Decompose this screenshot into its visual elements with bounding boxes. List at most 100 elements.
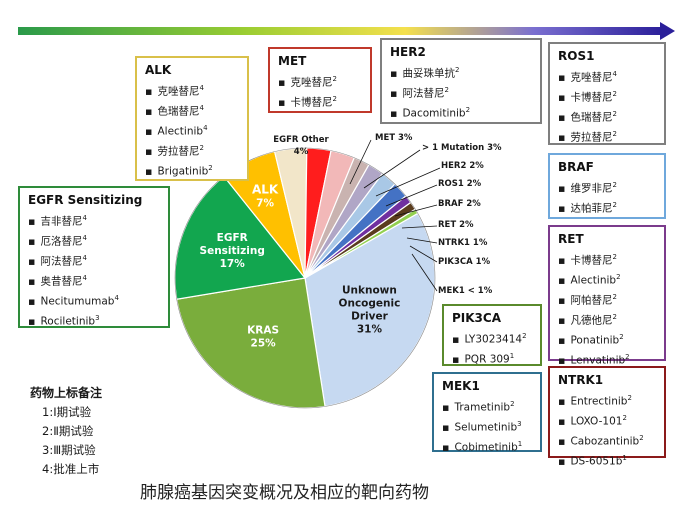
pie-label-1-mutation: > 1 Mutation 3%	[422, 143, 502, 153]
header-gradient-bar	[18, 27, 663, 35]
box-egfr: EGFR Sensitizing 吉非替尼4 厄洛替尼4 阿法替尼4 奥昔替尼4…	[18, 186, 170, 328]
box-alk-item: Brigatinib2	[145, 160, 241, 180]
box-mek1-title: MEK1	[442, 379, 480, 393]
box-egfr-item: 奥昔替尼4	[28, 270, 162, 290]
box-egfr-item: Rociletinib3	[28, 310, 162, 330]
box-mek1-item: Cobimetinib1	[442, 436, 534, 456]
pie-value-egfr-sensitizing: 17%	[220, 258, 246, 270]
box-braf-item: 达帕菲尼2	[558, 197, 658, 217]
box-pik3ca-item: PQR 3091	[452, 348, 534, 368]
box-egfr-item: 厄洛替尼4	[28, 230, 162, 250]
legend-title: 药物上标备注	[30, 386, 103, 400]
box-ret-item: 凡德他尼2	[558, 309, 658, 329]
box-ret-title: RET	[558, 232, 584, 246]
pie-label-kras: KRAS	[247, 324, 279, 336]
box-ret-item: Alectinib2	[558, 269, 658, 289]
pie-value-kras: 25%	[251, 337, 277, 349]
legend-item: 3:Ⅲ期试验	[42, 443, 96, 457]
pie-label-ros1: ROS1 2%	[438, 179, 482, 189]
box-ros1-item: 克唑替尼4	[558, 66, 658, 86]
legend-item: 2:Ⅱ期试验	[42, 424, 94, 438]
pie-label-unknown-oncogenic-driver: Unknown	[342, 284, 397, 296]
box-egfr-title: EGFR Sensitizing	[28, 193, 143, 207]
pie-label-egfr-sensitizing: Sensitizing	[200, 245, 265, 257]
box-ntrk1-title: NTRK1	[558, 373, 604, 387]
pie-label-mek1: MEK1 < 1%	[438, 286, 493, 296]
box-ros1-title: ROS1	[558, 49, 595, 63]
box-alk-item: 色瑞替尼4	[145, 100, 241, 120]
leader-line-mek1	[411, 253, 438, 292]
pie-label-met: MET 3%	[375, 133, 413, 143]
pie-label-unknown-oncogenic-driver: Oncogenic	[339, 297, 401, 309]
box-ntrk1-item: DS-6051b1	[558, 450, 658, 470]
pie-label-pik3ca: PIK3CA 1%	[438, 257, 491, 267]
box-mek1-item: Trametinib2	[442, 396, 534, 416]
box-alk-title: ALK	[145, 63, 172, 77]
leader-line-ros1	[385, 184, 438, 207]
leader-lines	[349, 139, 441, 292]
pie-label-her2: HER2 2%	[441, 161, 484, 171]
box-ret-item: Ponatinib2	[558, 329, 658, 349]
box-ros1: ROS1 克唑替尼4 卡博替尼2 色瑞替尼2 劳拉替尼2	[548, 42, 666, 145]
pie-value-unknown-oncogenic-driver: 31%	[357, 323, 383, 335]
box-alk-item: 劳拉替尼2	[145, 140, 241, 160]
box-her2-title: HER2	[390, 45, 426, 59]
pie-label-ret: RET 2%	[438, 220, 474, 230]
box-mek1-item: Selumetinib3	[442, 416, 534, 436]
box-ret: RET 卡博替尼2 Alectinib2 阿帕替尼2 凡德他尼2 Ponatin…	[548, 225, 666, 367]
pie-label-alk: ALK	[252, 183, 279, 197]
box-ros1-item: 劳拉替尼2	[558, 126, 658, 146]
box-alk-item: 克唑替尼4	[145, 80, 241, 100]
pie-label-unknown-oncogenic-driver: Driver	[351, 310, 388, 322]
box-ret-item: 阿帕替尼2	[558, 289, 658, 309]
pie-label-egfr-sensitizing: EGFR	[217, 232, 248, 244]
box-her2: HER2 曲妥珠单抗2 阿法替尼2 Dacomitinib2	[380, 38, 542, 124]
chart-caption: 肺腺癌基因突变概况及相应的靶向药物	[140, 483, 429, 503]
box-her2-item: 阿法替尼2	[390, 82, 534, 102]
box-ntrk1-item: Entrectinib2	[558, 390, 658, 410]
pie-value-egfr-other: 4%	[294, 147, 309, 157]
pie-outline	[174, 147, 436, 409]
superscript-legend: 药物上标备注 1:Ⅰ期试验 2:Ⅱ期试验 3:Ⅲ期试验 4:批准上市	[30, 384, 102, 479]
leader-line-ret	[401, 225, 438, 229]
leader-line-ntrk1	[406, 237, 438, 244]
leader-line-pik3ca	[409, 245, 438, 263]
box-alk-item: Alectinib4	[145, 120, 241, 140]
box-ntrk1: NTRK1 Entrectinib2 LOXO-1012 Cabozantini…	[548, 366, 666, 468]
box-ret-item: 卡博替尼2	[558, 249, 658, 269]
leader-line-braf	[394, 204, 438, 217]
box-met-title: MET	[278, 54, 307, 68]
pie-value-alk: 7%	[256, 198, 274, 210]
box-ret-item: Lenvatinib2	[558, 349, 658, 369]
box-alk: ALK 克唑替尼4 色瑞替尼4 Alectinib4 劳拉替尼2 Brigati…	[135, 56, 249, 181]
box-pik3ca-item: LY30234142	[452, 328, 534, 348]
box-braf-item: 维罗非尼2	[558, 177, 658, 197]
box-met: MET 克唑替尼2 卡博替尼2	[268, 47, 372, 113]
leader-line-multi	[363, 149, 421, 189]
box-her2-item: 曲妥珠单抗2	[390, 62, 534, 82]
box-met-item: 克唑替尼2	[278, 71, 364, 91]
box-ros1-item: 卡博替尼2	[558, 86, 658, 106]
box-egfr-item: Necitumumab4	[28, 290, 162, 310]
pie-label-egfr-other: EGFR Other	[273, 135, 329, 145]
box-met-item: 卡博替尼2	[278, 91, 364, 111]
header-arrow-head	[660, 22, 675, 40]
box-her2-item: Dacomitinib2	[390, 102, 534, 122]
box-pik3ca: PIK3CA LY30234142 PQR 3091	[442, 304, 542, 366]
box-pik3ca-title: PIK3CA	[452, 311, 502, 325]
pie-label-braf: BRAF 2%	[438, 199, 481, 209]
box-egfr-item: 阿法替尼4	[28, 250, 162, 270]
pie-label-ntrk1: NTRK1 1%	[438, 238, 488, 248]
box-ntrk1-item: LOXO-1012	[558, 410, 658, 430]
legend-item: 1:Ⅰ期试验	[42, 405, 92, 419]
box-braf-title: BRAF	[558, 160, 594, 174]
leader-line-met	[349, 139, 372, 185]
box-ros1-item: 色瑞替尼2	[558, 106, 658, 126]
leader-line-her2	[375, 167, 441, 197]
box-egfr-item: 吉非替尼4	[28, 210, 162, 230]
box-ntrk1-item: Cabozantinib2	[558, 430, 658, 450]
legend-item: 4:批准上市	[42, 462, 100, 476]
pie-chart	[174, 147, 436, 409]
